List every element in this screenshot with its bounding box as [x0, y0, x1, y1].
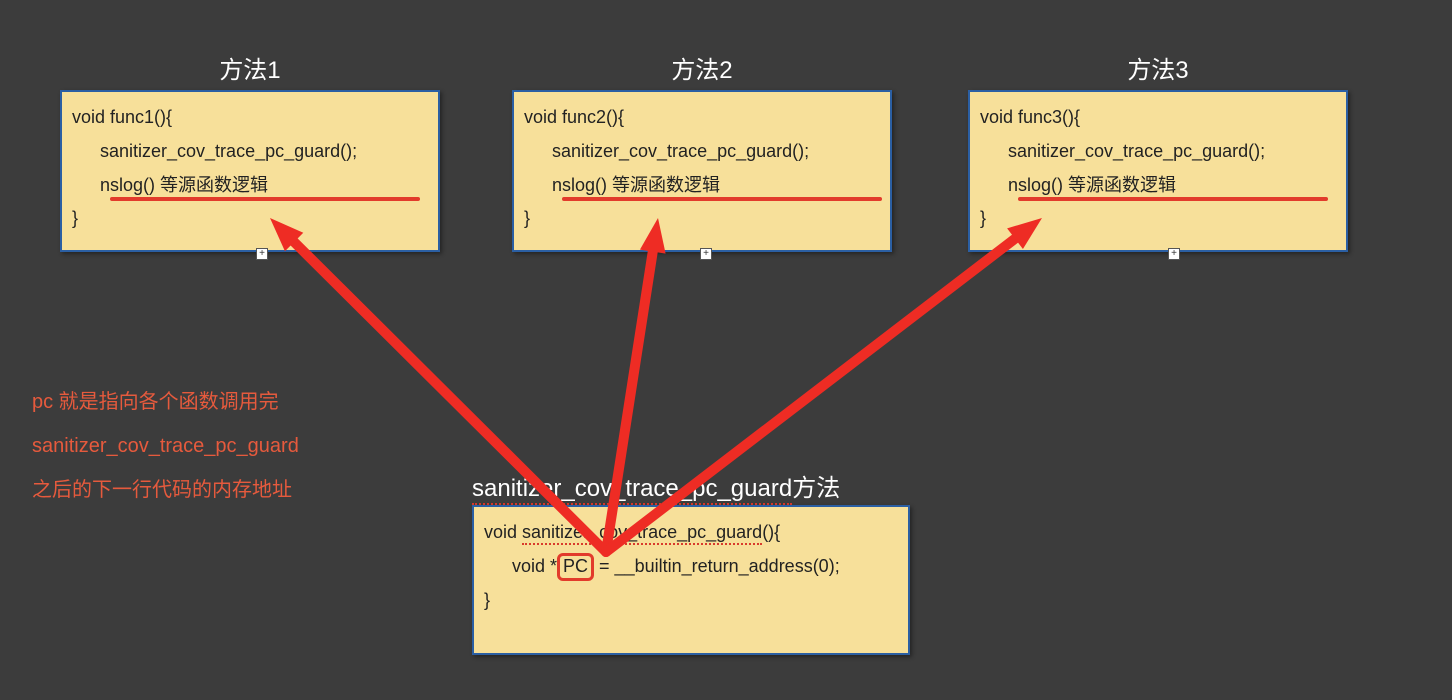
code-line: } — [524, 201, 880, 235]
box1-title: 方法1 — [60, 50, 440, 85]
bottom-box-title: sanitizer_cov_trace_pc_guard方法 — [472, 468, 840, 503]
code-line: void func3(){ — [980, 100, 1336, 134]
code-line: } — [484, 583, 898, 617]
dotted-text: sanitizer_cov_trace_pc_guard — [472, 475, 792, 505]
resize-handle-icon: + — [700, 248, 712, 260]
code-line: } — [980, 201, 1336, 235]
code-text: void * — [512, 556, 557, 576]
code-text: void — [484, 522, 522, 542]
code-text: (){ — [762, 522, 780, 542]
code-box-1: void func1(){ sanitizer_cov_trace_pc_gua… — [60, 90, 440, 252]
explanation-note: pc 就是指向各个函数调用完 sanitizer_cov_trace_pc_gu… — [32, 380, 299, 512]
code-line: void sanitizer_cov_trace_pc_guard(){ — [484, 515, 898, 549]
resize-handle-icon: + — [1168, 248, 1180, 260]
code-box-bottom: void sanitizer_cov_trace_pc_guard(){ voi… — [472, 505, 910, 655]
box2-title: 方法2 — [512, 50, 892, 85]
dotted-text: sanitizer_cov_trace_pc_guard — [522, 522, 762, 545]
resize-handle-icon: + — [256, 248, 268, 260]
code-line: sanitizer_cov_trace_pc_guard(); — [980, 134, 1336, 168]
code-line: void func2(){ — [524, 100, 880, 134]
title-tail: 方法 — [792, 475, 840, 502]
diagram-stage: 方法1 方法2 方法3 void func1(){ sanitizer_cov_… — [0, 0, 1452, 700]
code-text: = __builtin_return_address(0); — [594, 556, 840, 576]
note-line: 之后的下一行代码的内存地址 — [32, 468, 299, 512]
note-line: sanitizer_cov_trace_pc_guard — [32, 424, 299, 468]
code-box-3: void func3(){ sanitizer_cov_trace_pc_gua… — [968, 90, 1348, 252]
code-box-2: void func2(){ sanitizer_cov_trace_pc_gua… — [512, 90, 892, 252]
code-line: void *PC = __builtin_return_address(0); — [484, 549, 898, 583]
box3-title: 方法3 — [968, 50, 1348, 85]
code-line: void func1(){ — [72, 100, 428, 134]
code-line: sanitizer_cov_trace_pc_guard(); — [72, 134, 428, 168]
pc-highlight: PC — [557, 553, 594, 581]
code-line: sanitizer_cov_trace_pc_guard(); — [524, 134, 880, 168]
note-line: pc 就是指向各个函数调用完 — [32, 380, 299, 424]
code-line: } — [72, 201, 428, 235]
